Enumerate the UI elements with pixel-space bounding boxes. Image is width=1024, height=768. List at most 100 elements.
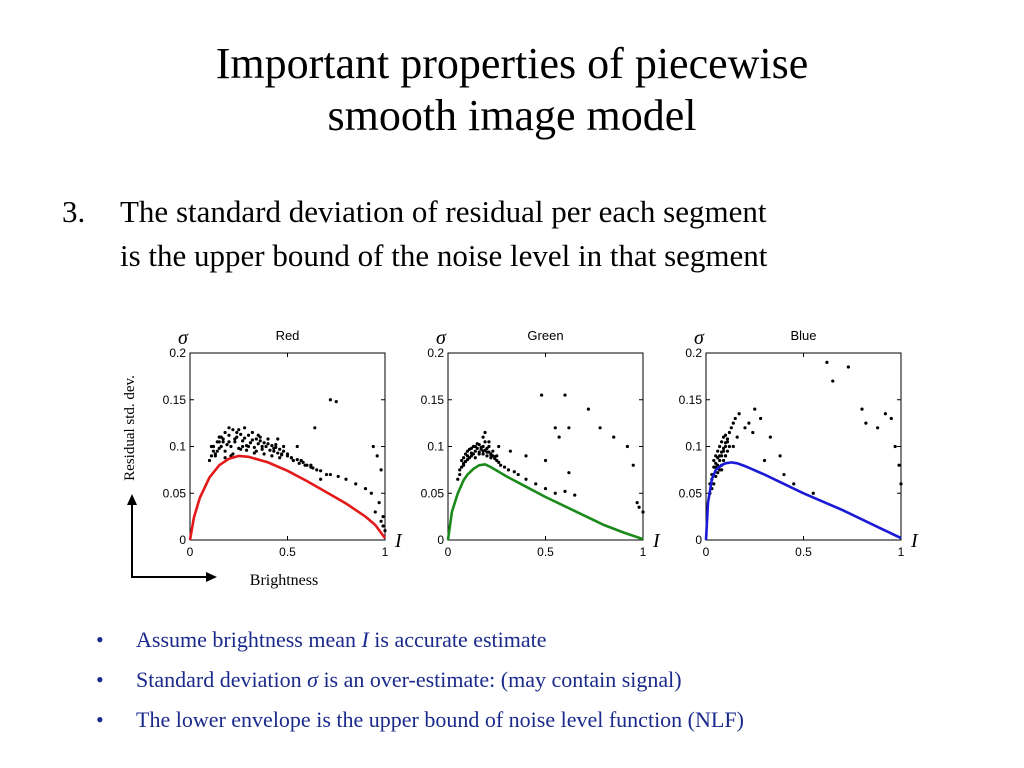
data-point: [289, 456, 293, 460]
data-point: [219, 435, 223, 439]
data-point: [864, 421, 868, 425]
data-point: [778, 454, 782, 458]
data-point: [631, 463, 635, 467]
point-text: The standard deviation of residual per e…: [120, 190, 1000, 278]
data-point: [363, 486, 368, 491]
data-point: [248, 441, 253, 445]
data-point: [272, 446, 276, 450]
data-point: [266, 442, 270, 446]
data-point: [233, 437, 237, 441]
data-point: [759, 416, 763, 421]
data-point: [714, 454, 718, 458]
data-point: [573, 493, 577, 497]
chart-title: Blue: [790, 328, 816, 343]
x-tick-label: 1: [382, 545, 389, 559]
data-point: [463, 452, 468, 456]
data-point: [336, 474, 340, 479]
data-point: [477, 452, 481, 456]
data-point: [299, 458, 303, 463]
point-text-line-2: is the upper bound of the noise level in…: [120, 238, 768, 273]
data-point: [899, 482, 903, 486]
data-point: [524, 477, 528, 481]
data-point: [244, 448, 249, 452]
bullet-text-pre: Standard deviation: [136, 667, 308, 692]
noise-scatter-figure: Residual std. dev. Brightness Red σ I 0 0.05…: [122, 327, 919, 589]
data-point: [223, 449, 227, 453]
data-point: [211, 449, 215, 453]
data-point: [328, 398, 332, 402]
data-point: [481, 435, 485, 439]
data-point: [831, 379, 835, 383]
data-point: [458, 468, 462, 472]
data-point: [264, 444, 268, 449]
data-point: [483, 430, 487, 435]
data-point: [369, 491, 373, 495]
plot-frame: [705, 352, 902, 541]
bullet-marker: •: [96, 667, 104, 692]
data-point: [567, 471, 571, 475]
data-point: [725, 449, 730, 453]
y-tick-label: 0.1: [685, 440, 702, 454]
data-point: [714, 474, 718, 479]
data-point: [516, 472, 520, 477]
bullet-text: The lower envelope is the upper bound of…: [136, 700, 744, 740]
bullet-marker: •: [96, 627, 104, 652]
data-point: [225, 443, 229, 447]
data-point: [282, 444, 286, 449]
data-point: [893, 444, 897, 449]
data-point: [485, 450, 489, 454]
data-point: [231, 428, 235, 432]
y-tick-label: 0.15: [163, 393, 187, 407]
point-number: 3.: [62, 194, 86, 229]
data-point: [328, 472, 332, 477]
data-point: [735, 435, 739, 439]
bullet-text-pre: The lower envelope is the upper bound of…: [136, 707, 744, 732]
data-point: [243, 436, 247, 440]
data-point: [725, 437, 730, 441]
data-point: [260, 444, 264, 449]
data-point: [553, 491, 557, 495]
axes-annotation: Residual std. dev. Brightness: [122, 375, 318, 589]
data-point: [481, 449, 485, 453]
bullet-text-italic: I: [361, 627, 369, 652]
data-point: [270, 454, 274, 458]
envelope-curve: [188, 454, 387, 541]
data-point: [751, 430, 755, 435]
data-point: [458, 472, 462, 477]
data-point: [598, 426, 602, 430]
data-point: [256, 433, 260, 437]
data-point: [319, 469, 323, 473]
data-point: [235, 430, 239, 435]
intensity-label: I: [910, 530, 919, 552]
data-point: [723, 433, 728, 437]
data-point: [303, 463, 307, 467]
x-tick-label: 0.5: [279, 545, 296, 559]
y-tick-label: 0.05: [679, 486, 703, 500]
data-point: [243, 426, 247, 430]
data-point: [227, 426, 231, 430]
data-point: [586, 407, 591, 411]
data-point: [846, 365, 850, 369]
bullet-text: Standard deviation σ is an over-estimate…: [136, 660, 682, 700]
data-point: [737, 412, 741, 416]
y-tick-label: 0.1: [427, 440, 444, 454]
data-point: [462, 456, 466, 460]
x-tick-label: 0: [187, 545, 194, 559]
data-point: [543, 458, 548, 463]
slide-title: Important properties of piecewise smooth…: [0, 38, 1024, 142]
data-point: [462, 461, 466, 465]
data-point: [285, 454, 290, 458]
data-point: [889, 416, 893, 421]
chart-title: Red: [276, 328, 300, 343]
plot-frame: [447, 352, 644, 541]
data-point: [262, 441, 266, 445]
data-point: [373, 510, 377, 514]
data-point: [207, 458, 212, 463]
data-point: [540, 393, 544, 397]
data-point: [753, 407, 757, 411]
data-point: [219, 444, 223, 449]
data-point: [237, 428, 241, 432]
data-point: [508, 449, 512, 453]
envelope-curve: [704, 461, 902, 541]
data-point: [344, 477, 348, 481]
